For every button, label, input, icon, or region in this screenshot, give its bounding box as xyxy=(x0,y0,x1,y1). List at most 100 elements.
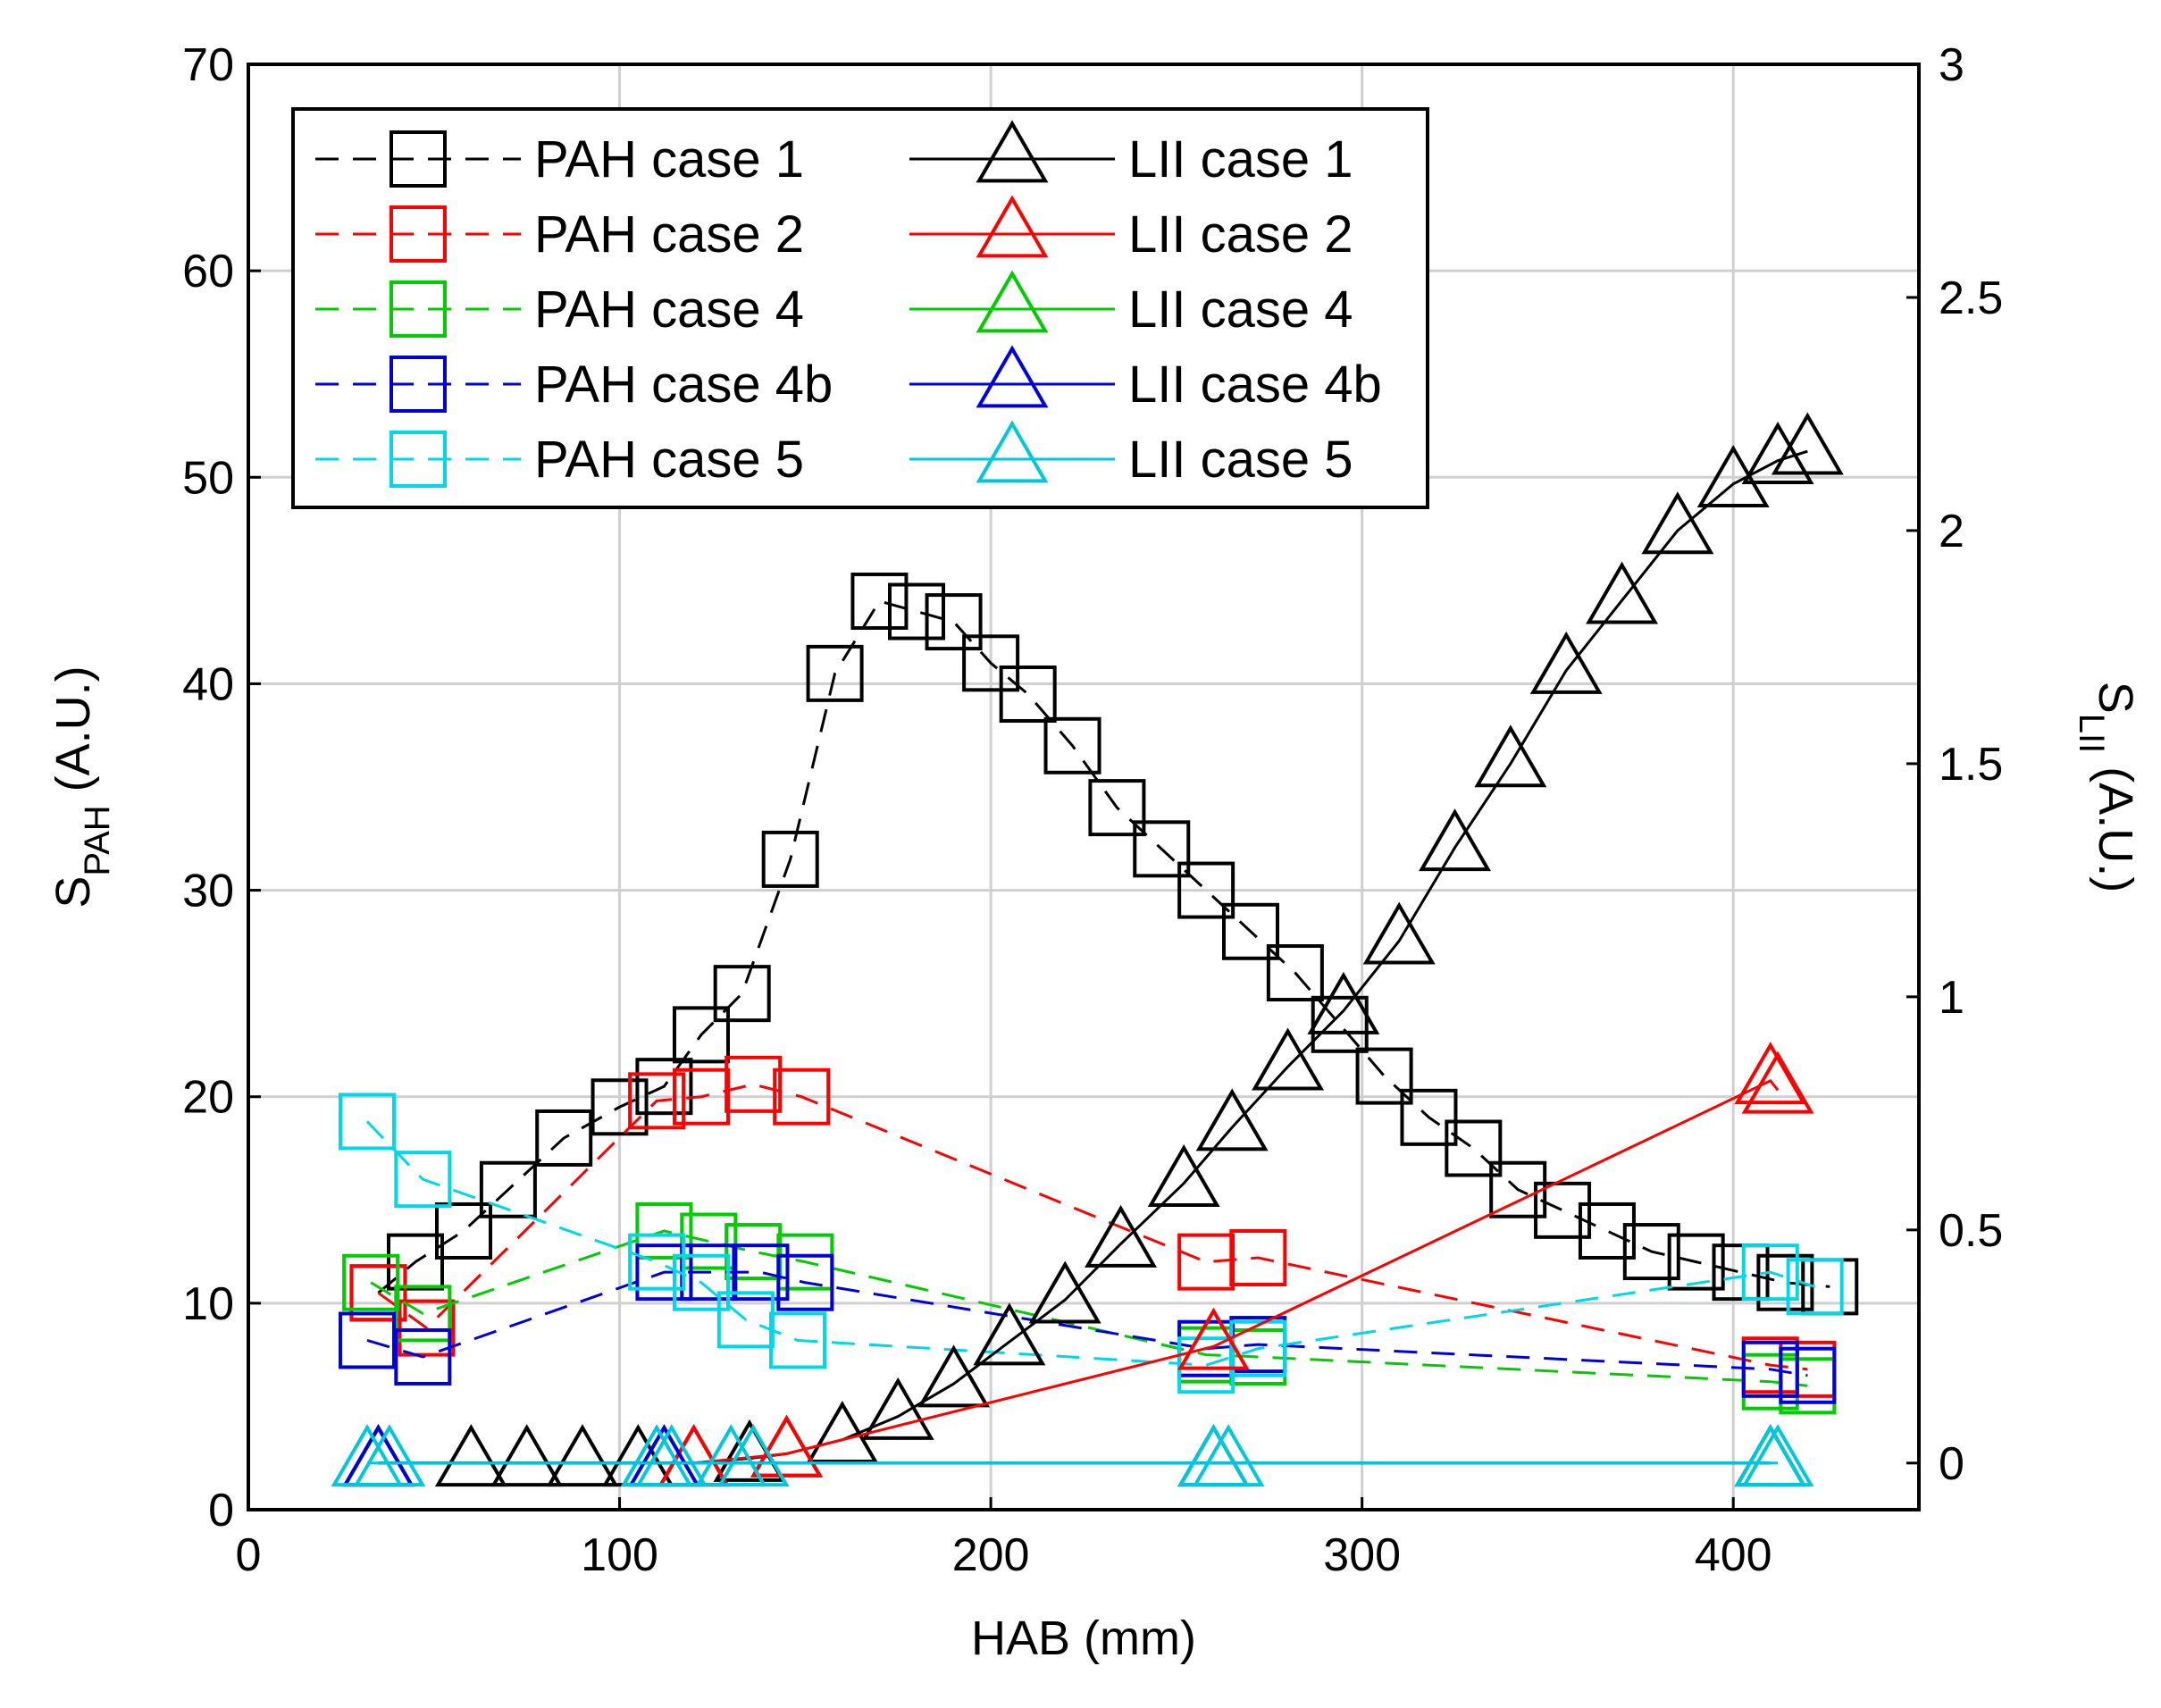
y-left-tick-label: 50 xyxy=(182,452,234,504)
point-lii-case-5 xyxy=(353,1424,426,1487)
legend-item-pah-case-4: PAH case 4 xyxy=(315,280,804,339)
point-lii-case-5 xyxy=(635,1424,708,1487)
y-right-tick-label: 0.5 xyxy=(1939,1205,2003,1257)
y-left-tick-label: 40 xyxy=(182,658,234,710)
point-lii-case-1 xyxy=(1028,1260,1101,1324)
y-left-tick-label: 0 xyxy=(208,1485,234,1536)
point-lii-case-1 xyxy=(1641,491,1714,555)
point-lii-case-1 xyxy=(861,1377,934,1440)
plot-frame xyxy=(247,63,1921,1511)
legend-label-lii-case-2: LII case 2 xyxy=(1128,205,1353,264)
point-lii-case-2 xyxy=(1177,1307,1250,1370)
y-right-tick-label: 1 xyxy=(1939,972,1964,1024)
legend-marker-lii-case-5 xyxy=(976,420,1049,483)
y-left-label-main: S xyxy=(46,876,100,908)
y-right-tick-label: 2.5 xyxy=(1939,272,2003,324)
point-pah-case-5 xyxy=(338,1093,396,1151)
legend-label-lii-case-4: LII case 4 xyxy=(1128,280,1353,339)
legend-label-pah-case-5: PAH case 5 xyxy=(534,431,804,489)
point-pah-case-1 xyxy=(713,965,771,1023)
legend: PAH case 1 PAH case 2 PAH case 4 PAH case 4… xyxy=(291,107,1429,509)
legend-label-pah-case-2: PAH case 2 xyxy=(534,205,804,264)
y-axis-left-label: SPAH (A.U.) xyxy=(46,666,117,908)
series-line-pah-case-4b xyxy=(366,1270,1808,1377)
point-pah-case-1 xyxy=(1088,779,1146,837)
tick-labels: 0 100 200 300 400 0 10 20 30 40 50 60 70 0 0.5 1 1.5 2 2.5… xyxy=(182,39,2003,1581)
legend-item-pah-case-5: PAH case 5 xyxy=(315,431,804,489)
point-lii-case-1 xyxy=(1252,1027,1325,1091)
point-pah-case-1 xyxy=(635,1058,693,1116)
legend-item-lii-case-1: LII case 1 xyxy=(909,120,1353,188)
point-lii-case-5 xyxy=(1741,1424,1814,1487)
legend-marker-lii-case-2 xyxy=(976,195,1049,258)
point-lii-case-1 xyxy=(1419,808,1492,872)
x-tick-label: 0 xyxy=(236,1529,262,1581)
point-pah-case-2 xyxy=(628,1072,686,1130)
point-lii-case-1 xyxy=(434,1424,507,1487)
point-pah-case-1 xyxy=(672,1006,730,1064)
point-pah-case-4 xyxy=(342,1253,400,1311)
point-lii-case-5 xyxy=(1192,1424,1265,1487)
point-lii-case-2 xyxy=(750,1414,824,1478)
point-pah-case-2 xyxy=(1229,1229,1287,1287)
y-left-tick-label: 70 xyxy=(182,39,234,91)
point-pah-case-1 xyxy=(999,665,1057,723)
y-right-tick-label: 1.5 xyxy=(1939,739,2003,791)
point-pah-case-1 xyxy=(1445,1119,1503,1177)
point-pah-case-1 xyxy=(1355,1047,1413,1105)
point-pah-case-1 xyxy=(387,1233,444,1291)
point-pah-case-4b xyxy=(1779,1346,1837,1404)
point-pah-case-1 xyxy=(1400,1088,1458,1146)
point-pah-case-5 xyxy=(1741,1243,1799,1302)
point-pah-case-1 xyxy=(761,830,819,888)
y-left-tick-label: 30 xyxy=(182,866,234,917)
x-axis-label: HAB (mm) xyxy=(971,1612,1196,1665)
point-pah-case-4b xyxy=(732,1243,790,1302)
point-pah-case-1 xyxy=(925,593,983,651)
legend-item-lii-case-4b: LII case 4b xyxy=(909,345,1382,414)
point-pah-case-1 xyxy=(1534,1181,1592,1239)
point-pah-case-5 xyxy=(1786,1258,1844,1316)
point-pah-case-2 xyxy=(398,1299,456,1357)
legend-label-lii-case-4b: LII case 4b xyxy=(1128,356,1382,414)
point-pah-case-1 xyxy=(435,1201,493,1260)
y-left-tick-label: 60 xyxy=(182,246,234,297)
x-tick-label: 100 xyxy=(581,1529,658,1581)
legend-item-pah-case-1: PAH case 1 xyxy=(315,130,804,188)
y-right-label-sub: LII xyxy=(2072,714,2111,753)
x-tick-label: 200 xyxy=(952,1529,1030,1581)
point-pah-case-1 xyxy=(962,634,1020,692)
y-left-label-sub: PAH xyxy=(78,805,117,875)
point-pah-case-5 xyxy=(672,1253,730,1311)
point-lii-case-1 xyxy=(1529,631,1603,694)
point-pah-case-4 xyxy=(635,1201,693,1260)
y-left-tick-label: 10 xyxy=(182,1278,234,1330)
point-pah-case-4b xyxy=(1741,1340,1799,1398)
point-lii-case-1 xyxy=(1085,1204,1158,1268)
series-layer xyxy=(331,412,1859,1487)
point-pah-case-1 xyxy=(1177,861,1235,919)
y-right-tick-label: 0 xyxy=(1939,1438,1964,1490)
point-pah-case-2 xyxy=(349,1264,407,1322)
point-pah-case-1 xyxy=(535,1109,593,1167)
y-axis-right-label: SLII (A.U.) xyxy=(2072,682,2142,893)
y-left-tick-label: 20 xyxy=(182,1072,234,1124)
point-pah-case-5 xyxy=(769,1311,827,1369)
y-right-tick-label: 3 xyxy=(1939,39,1964,91)
legend-item-lii-case-2: LII case 2 xyxy=(909,195,1353,264)
legend-label-lii-case-5: LII case 5 xyxy=(1128,431,1353,489)
point-pah-case-1 xyxy=(1667,1233,1725,1291)
point-pah-case-2 xyxy=(725,1055,783,1113)
point-lii-case-1 xyxy=(1771,412,1844,475)
legend-label-pah-case-4: PAH case 4 xyxy=(534,280,804,339)
point-pah-case-5 xyxy=(394,1151,452,1209)
legend-marker-lii-case-4b xyxy=(976,345,1049,408)
legend-label-lii-case-1: LII case 1 xyxy=(1128,130,1353,188)
point-lii-case-1 xyxy=(973,1302,1046,1366)
point-pah-case-4b xyxy=(635,1243,693,1302)
point-lii-case-2 xyxy=(1741,1051,1814,1114)
point-pah-case-1 xyxy=(1133,820,1191,878)
point-pah-case-1 xyxy=(850,572,909,630)
point-pah-case-1 xyxy=(1222,902,1279,960)
point-lii-case-1 xyxy=(1474,724,1547,788)
